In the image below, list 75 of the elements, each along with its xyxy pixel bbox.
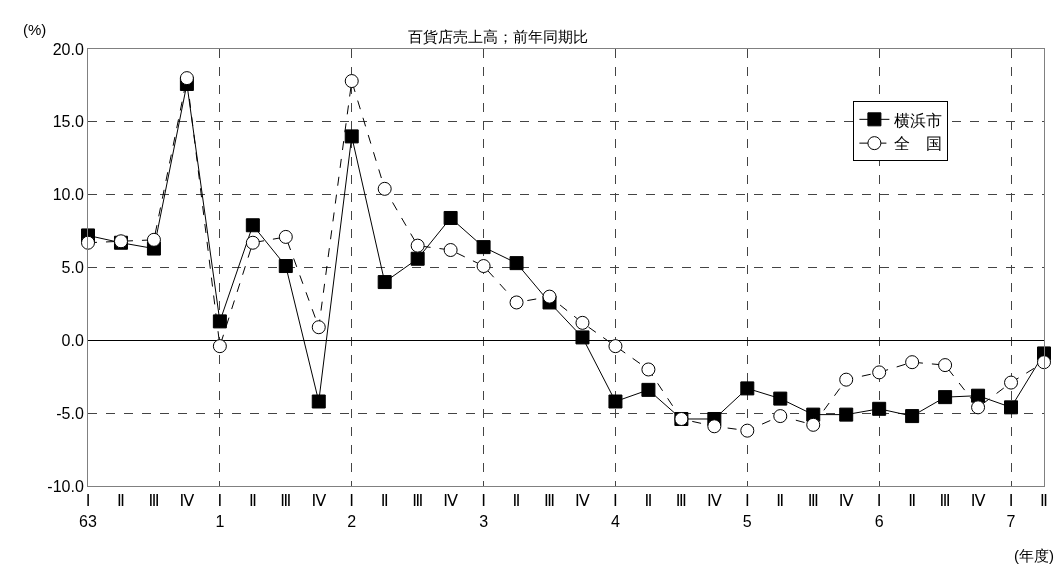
x-tick-label: Ⅳ [575, 492, 591, 510]
point [608, 394, 623, 409]
y-tick-label: 5.0 [61, 259, 84, 277]
point [707, 419, 722, 434]
x-tick-label: Ⅰ 5 [742, 492, 752, 530]
x-tick-label: Ⅲ [148, 492, 160, 510]
point [278, 259, 293, 274]
point [740, 423, 755, 438]
point [872, 365, 887, 380]
x-tick-label: Ⅲ [280, 492, 292, 510]
point [311, 394, 326, 409]
point [344, 129, 359, 144]
x-tick-label: Ⅱ [117, 492, 125, 510]
point [839, 407, 854, 422]
x-tick-label: Ⅳ [443, 492, 459, 510]
y-axis-title: (%) [23, 21, 47, 38]
x-tick-label: Ⅲ [412, 492, 424, 510]
x-tick-label: Ⅱ [380, 492, 389, 510]
point [872, 401, 887, 416]
point [806, 417, 821, 432]
point [575, 330, 590, 345]
x-tick-label: Ⅱ [908, 492, 917, 510]
y-tick-label: 20.0 [52, 40, 84, 58]
point [839, 372, 854, 387]
point [179, 71, 194, 86]
x-tick-label: Ⅱ [776, 492, 785, 510]
point [212, 314, 227, 329]
point [1037, 355, 1051, 370]
point [410, 251, 425, 266]
point [377, 275, 392, 290]
point [377, 181, 392, 196]
x-tick-label: Ⅳ [970, 492, 986, 510]
point [938, 390, 953, 405]
y-tick-label: 10.0 [52, 186, 84, 204]
x-tick-label: Ⅳ [179, 492, 195, 510]
x-tick-label: Ⅲ [939, 492, 951, 510]
point [509, 256, 524, 271]
y-tick-label: -5.0 [56, 404, 84, 422]
x-tick-label: Ⅳ [838, 492, 854, 510]
point [443, 210, 458, 225]
x-tick-label: Ⅳ [706, 492, 722, 510]
point [773, 391, 788, 406]
x-tick-label: Ⅰ 1 [215, 492, 225, 530]
x-tick-label: Ⅰ 6 [874, 492, 884, 530]
point [740, 381, 755, 396]
point [81, 235, 95, 250]
point [641, 382, 656, 397]
y-tick-label: 0.0 [61, 331, 84, 349]
point [146, 232, 161, 247]
y-tick-label: -10.0 [47, 477, 84, 495]
x-axis-title: (年度) [1014, 547, 1054, 564]
x-tick-label: Ⅱ [1040, 492, 1048, 510]
legend-label: 横浜市 [894, 111, 943, 129]
x-tick-label: Ⅰ 4 [611, 492, 620, 530]
point [773, 409, 788, 424]
x-tick-label: Ⅰ 2 [347, 492, 357, 530]
x-tick-label: Ⅲ [544, 492, 556, 510]
point [476, 240, 491, 255]
x-tick-label: Ⅰ 3 [479, 492, 489, 530]
y-tick-label: 15.0 [52, 113, 84, 131]
x-tick-label: Ⅰ 7 [1006, 492, 1016, 530]
point [905, 409, 920, 424]
x-tick-label: Ⅱ [512, 492, 521, 510]
x-tick-label: Ⅱ [644, 492, 653, 510]
point [1004, 400, 1019, 415]
x-tick-label: Ⅲ [807, 492, 819, 510]
x-tick-label: Ⅰ 63 [79, 492, 97, 530]
point [542, 289, 557, 304]
chart-title: 百貨店売上高；前年同期比 [408, 28, 589, 46]
x-tick-label: Ⅲ [675, 492, 687, 510]
x-tick-label: Ⅱ [248, 492, 257, 510]
point [476, 259, 491, 274]
legend-label: 全 国 [894, 135, 943, 153]
x-tick-label: Ⅳ [311, 492, 327, 510]
point [245, 218, 260, 233]
